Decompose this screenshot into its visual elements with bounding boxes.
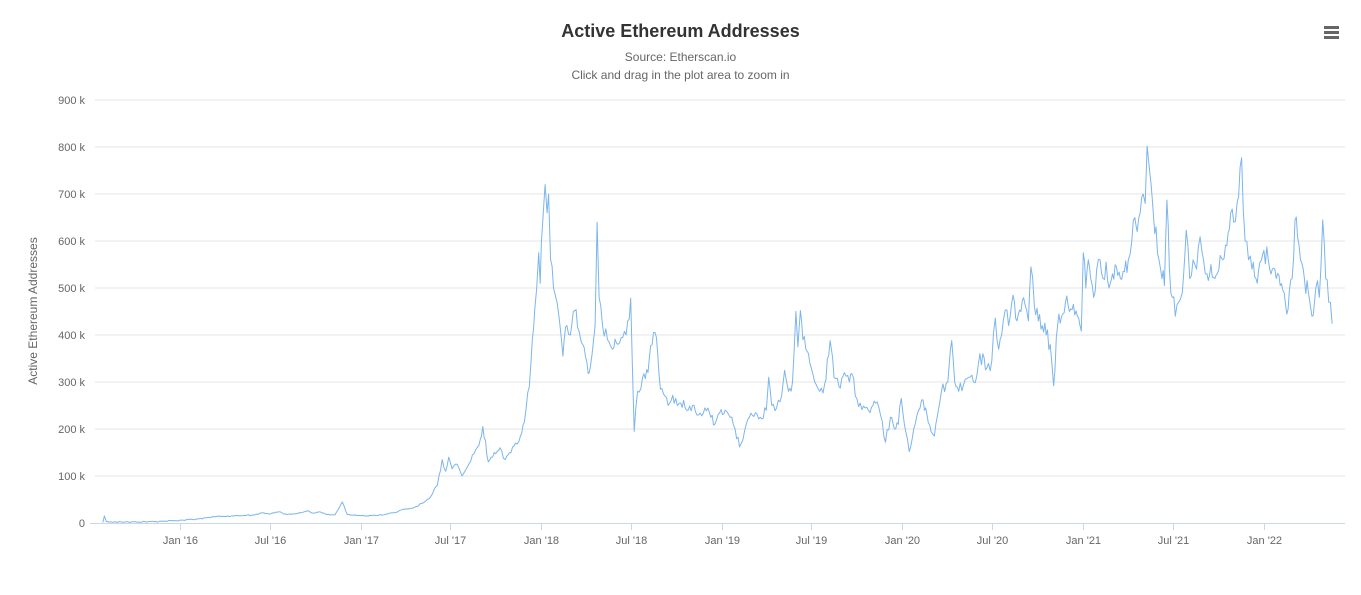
chart-subtitle-hint: Click and drag in the plot area to zoom … [571,68,790,82]
x-axis-tick-label: Jan '20 [885,535,920,547]
y-axis-tick-label: 200 k [58,424,85,436]
y-axis-tick-label: 300 k [58,377,85,389]
x-axis-tick-label: Jul '17 [435,535,466,547]
hamburger-icon [1324,26,1339,29]
x-axis-tick-label: Jan '18 [524,535,559,547]
y-axis-tick-label: 700 k [58,189,85,201]
y-axis-tick-label: 600 k [58,236,85,248]
y-axis-tick-label: 400 k [58,330,85,342]
chart-title: Active Ethereum Addresses [561,21,800,41]
x-axis-tick-label: Jul '21 [1158,535,1189,547]
x-axis-tick-label: Jul '16 [255,535,286,547]
y-axis-tick-label: 0 [79,518,85,530]
chart-context-menu-button[interactable] [1324,26,1339,39]
x-axis-tick-label: Jul '20 [977,535,1008,547]
x-axis-tick-label: Jan '16 [163,535,198,547]
y-axis-tick-label: 900 k [58,95,85,107]
chart-subtitle-source: Source: Etherscan.io [624,50,737,64]
hamburger-icon [1324,36,1339,39]
x-axis-tick-label: Jan '21 [1066,535,1101,547]
x-axis-tick-label: Jul '18 [616,535,647,547]
y-axis-tick-label: 500 k [58,283,85,295]
series-line-active-addresses [102,145,1333,524]
hamburger-icon [1324,31,1339,34]
x-axis-tick-label: Jan '22 [1247,535,1282,547]
x-axis-tick-label: Jan '17 [344,535,379,547]
y-axis-tick-label: 100 k [58,471,85,483]
y-axis-tick-label: 800 k [58,142,85,154]
x-axis-tick-label: Jan '19 [705,535,740,547]
x-axis-tick-label: Jul '19 [796,535,827,547]
